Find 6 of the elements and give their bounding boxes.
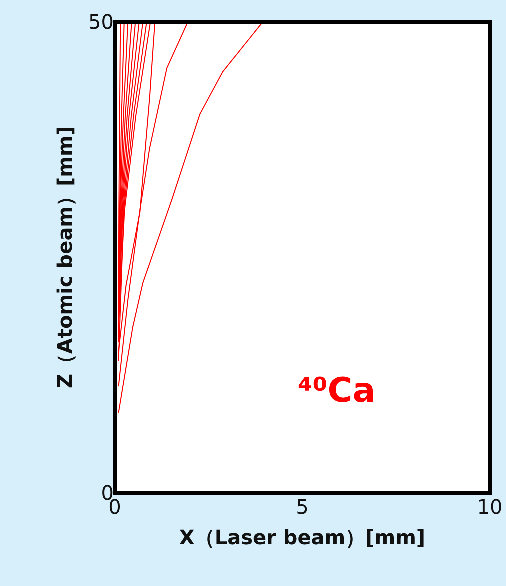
- y-tick-label: 50: [88, 10, 114, 34]
- y-axis-title: Z（Atomic beam）[mm]: [53, 126, 78, 388]
- x-axis-title: X（Laser beam）[mm]: [179, 526, 426, 550]
- annotation: ⁴⁰Ca: [298, 371, 376, 411]
- x-tick-label: 5: [296, 495, 309, 519]
- x-tick-label: 10: [477, 495, 503, 519]
